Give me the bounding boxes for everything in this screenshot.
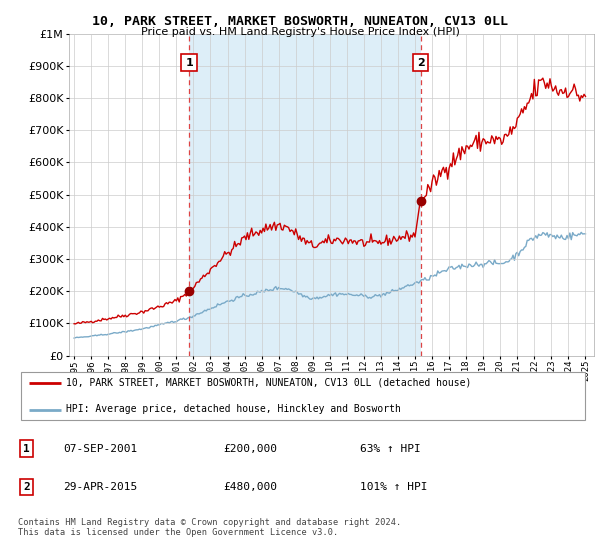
Bar (189, 34, 421, 356)
Text: 1: 1 (185, 58, 193, 68)
Text: 29-APR-2015: 29-APR-2015 (64, 482, 138, 492)
Text: £200,000: £200,000 (223, 444, 277, 454)
Text: 2: 2 (417, 58, 425, 68)
Text: 10, PARK STREET, MARKET BOSWORTH, NUNEATON, CV13 0LL: 10, PARK STREET, MARKET BOSWORTH, NUNEAT… (92, 15, 508, 28)
Text: Contains HM Land Registry data © Crown copyright and database right 2024.
This d: Contains HM Land Registry data © Crown c… (18, 518, 401, 538)
Text: Price paid vs. HM Land Registry's House Price Index (HPI): Price paid vs. HM Land Registry's House … (140, 27, 460, 37)
Text: 07-SEP-2001: 07-SEP-2001 (64, 444, 138, 454)
Text: 101% ↑ HPI: 101% ↑ HPI (360, 482, 427, 492)
Text: 2: 2 (23, 482, 30, 492)
Text: 1: 1 (23, 444, 30, 454)
FancyBboxPatch shape (21, 372, 584, 420)
Text: 63% ↑ HPI: 63% ↑ HPI (360, 444, 421, 454)
Text: HPI: Average price, detached house, Hinckley and Bosworth: HPI: Average price, detached house, Hinc… (67, 404, 401, 414)
Text: 10, PARK STREET, MARKET BOSWORTH, NUNEATON, CV13 0LL (detached house): 10, PARK STREET, MARKET BOSWORTH, NUNEAT… (67, 378, 472, 388)
Text: £480,000: £480,000 (223, 482, 277, 492)
